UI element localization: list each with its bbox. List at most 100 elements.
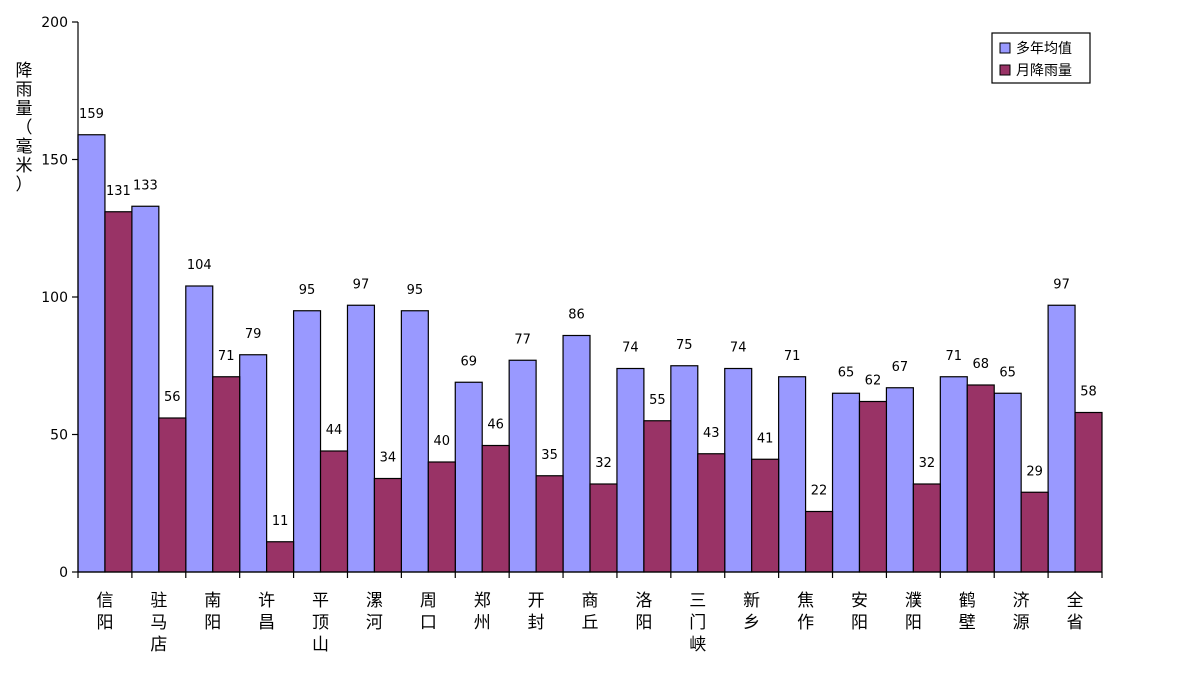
category-label-8: 开封 — [528, 591, 545, 633]
y-tick-label-1: 50 — [50, 428, 68, 444]
data-label-s0-0: 159 — [79, 107, 104, 122]
category-label-9: 商丘 — [582, 591, 599, 633]
data-label-s0-3: 79 — [245, 327, 262, 342]
bar-s1-4 — [319, 450, 349, 573]
data-label-s0-12: 74 — [730, 341, 747, 356]
bar-s0-13 — [778, 376, 807, 573]
category-label-4: 平顶山 — [312, 591, 329, 655]
labels-layer: 159 133 104 79 95 97 95 69 77 86 74 75 74 71 65 67 71 65 9… — [16, 15, 1097, 655]
data-label-s1-18: 58 — [1080, 385, 1097, 400]
bar-s0-11 — [670, 365, 699, 573]
category-label-3: 许昌 — [258, 591, 275, 633]
bar-s1-0 — [104, 211, 133, 573]
category-label-11: 三门峡 — [689, 591, 706, 655]
y-axis-label: 降雨量（毫米） — [16, 61, 33, 195]
bar-s0-16 — [939, 376, 968, 573]
data-label-s1-16: 68 — [972, 357, 989, 372]
bar-s0-7 — [454, 381, 483, 573]
data-label-s1-9: 32 — [595, 456, 612, 471]
bar-s0-6 — [400, 310, 429, 573]
category-label-14: 安阳 — [851, 591, 868, 633]
bar-s1-12 — [751, 458, 780, 573]
bar-s1-5 — [373, 477, 402, 573]
bar-s1-10 — [643, 420, 672, 573]
category-label-5: 漯河 — [366, 591, 383, 633]
data-label-s0-15: 67 — [892, 360, 909, 375]
legend-label-0: 多年均值 — [1016, 40, 1072, 57]
data-label-s0-13: 71 — [784, 349, 801, 364]
data-label-s0-4: 95 — [299, 283, 316, 298]
data-label-s0-11: 75 — [676, 338, 693, 353]
legend-label-1: 月降雨量 — [1016, 63, 1072, 79]
data-label-s1-1: 56 — [164, 390, 181, 405]
bar-s0-9 — [562, 334, 591, 573]
data-label-s0-17: 65 — [999, 365, 1016, 380]
data-label-s1-2: 71 — [218, 349, 235, 364]
data-label-s1-7: 46 — [487, 418, 504, 433]
y-tick-label-4: 200 — [41, 15, 68, 31]
bar-s0-12 — [724, 367, 753, 573]
data-label-s0-10: 74 — [622, 341, 639, 356]
bar-s0-10 — [616, 367, 645, 573]
category-label-12: 新乡 — [743, 591, 760, 633]
category-label-7: 郑州 — [474, 591, 491, 633]
category-label-17: 济源 — [1013, 591, 1030, 633]
data-label-s0-16: 71 — [946, 349, 963, 364]
legend-swatch-0 — [999, 42, 1011, 54]
bar-s1-6 — [427, 461, 456, 573]
y-tick-label-0: 0 — [59, 565, 68, 581]
bar-s1-2 — [212, 376, 241, 573]
data-label-s0-8: 77 — [514, 332, 531, 347]
category-label-13: 焦作 — [797, 591, 814, 633]
bar-s1-7 — [481, 444, 510, 573]
bar-s1-11 — [697, 453, 726, 573]
y-tick-label-3: 150 — [41, 153, 68, 169]
bar-s1-14 — [858, 400, 888, 573]
data-label-s1-4: 44 — [326, 423, 343, 438]
data-label-s0-6: 95 — [407, 283, 424, 298]
category-label-2: 南阳 — [204, 591, 221, 633]
data-label-s1-12: 41 — [757, 431, 774, 446]
data-label-s0-1: 133 — [133, 178, 158, 193]
data-label-s0-18: 97 — [1053, 277, 1070, 292]
bar-s1-15 — [912, 483, 941, 573]
data-label-s1-13: 22 — [811, 484, 828, 499]
bar-s0-3 — [239, 354, 268, 573]
bar-s1-13 — [804, 510, 834, 573]
category-label-0: 信阳 — [96, 591, 113, 633]
data-label-s1-5: 34 — [380, 451, 397, 466]
data-label-s0-14: 65 — [838, 365, 855, 380]
bar-s1-3 — [266, 541, 295, 573]
category-label-10: 洛阳 — [635, 591, 652, 633]
bar-s0-8 — [508, 359, 537, 573]
data-label-s0-9: 86 — [568, 308, 585, 323]
category-label-1: 驻马店 — [150, 591, 167, 655]
bar-s0-18 — [1047, 304, 1076, 573]
axes-layer — [72, 21, 1103, 578]
bar-s1-17 — [1020, 491, 1049, 573]
bar-s1-1 — [158, 417, 187, 573]
data-label-s1-17: 29 — [1026, 464, 1043, 479]
data-label-s1-11: 43 — [703, 426, 720, 441]
category-label-16: 鹤壁 — [959, 591, 976, 633]
data-label-s1-14: 62 — [865, 374, 882, 389]
data-label-s1-6: 40 — [434, 434, 451, 449]
bar-s0-14 — [831, 392, 861, 573]
data-label-s0-5: 97 — [353, 277, 370, 292]
bar-s0-0 — [77, 134, 106, 573]
data-label-s1-0: 131 — [106, 184, 131, 199]
bar-s1-16 — [966, 384, 995, 573]
bar-s0-4 — [292, 310, 322, 573]
legend-swatch-1 — [999, 64, 1011, 76]
bar-s1-18 — [1074, 411, 1103, 573]
data-label-s0-2: 104 — [187, 258, 212, 273]
bar-s0-15 — [885, 387, 914, 573]
bar-s0-17 — [993, 392, 1022, 573]
y-tick-label-2: 100 — [41, 290, 68, 306]
bars-layer — [77, 134, 1103, 573]
data-label-s0-7: 69 — [460, 354, 477, 369]
data-label-s1-8: 35 — [541, 448, 558, 463]
category-label-15: 濮阳 — [905, 591, 922, 633]
bar-s1-9 — [589, 483, 618, 573]
